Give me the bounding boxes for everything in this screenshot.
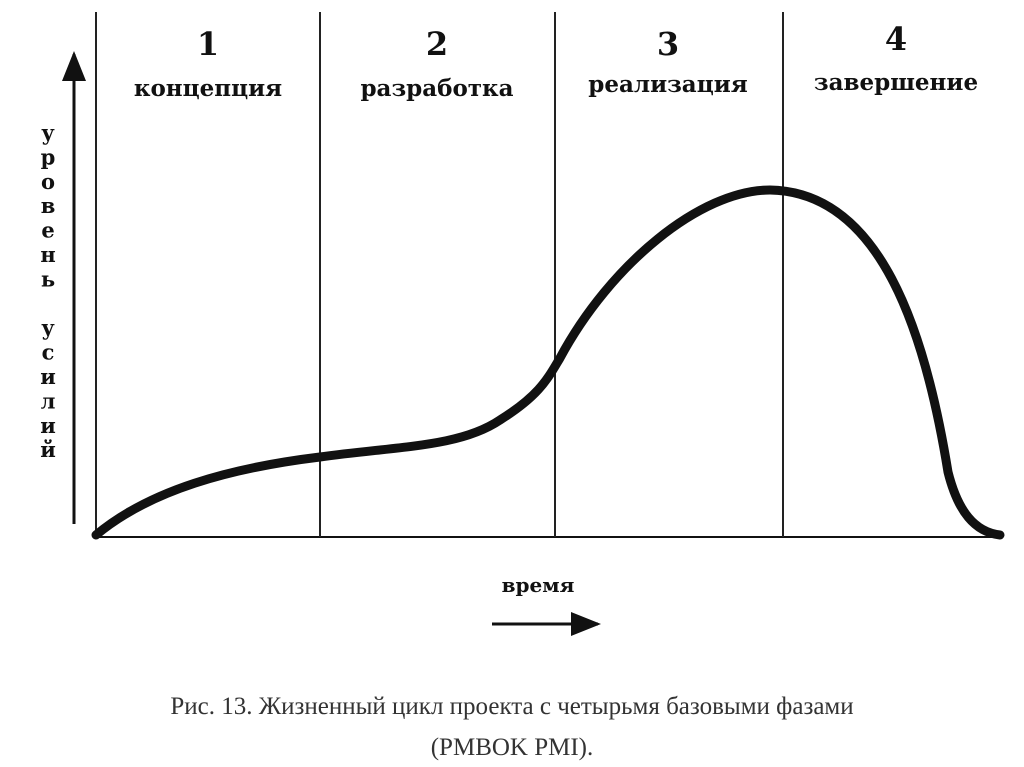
y-axis-label-letter: у	[41, 120, 55, 145]
phase-3-number: 3	[657, 25, 679, 63]
y-axis-label-letter: и	[40, 413, 56, 438]
figure-caption: Рис. 13. Жизненный цикл проекта с четырь…	[170, 693, 854, 720]
phase-3-name: реализация	[588, 71, 748, 98]
y-axis-label-letter: ь	[41, 266, 55, 291]
phase-1-name: концепция	[134, 75, 282, 102]
figure-caption-source: (PMBOK PMI).	[430, 734, 594, 761]
y-axis-label-letter: с	[42, 340, 55, 365]
y-axis-label-letter: в	[41, 193, 56, 218]
y-axis-label-letter: у	[41, 315, 55, 340]
phase-2-name: разработка	[360, 75, 513, 102]
x-axis-label: время	[502, 573, 575, 597]
lifecycle-diagram: 1 концепция 2 разработка 3 реализация 4 …	[40, 12, 1005, 636]
phase-4-name: завершение	[814, 69, 978, 96]
y-axis-label-letter: й	[40, 437, 56, 462]
phase-1-number: 1	[197, 25, 219, 63]
y-axis-label-letter: л	[41, 388, 56, 413]
y-axis-label-letter: о	[41, 169, 55, 194]
y-axis-label-letter: р	[41, 144, 56, 169]
phase-2-number: 2	[426, 25, 448, 63]
y-axis-label-letter: н	[40, 242, 55, 267]
phase-4-number: 4	[885, 20, 907, 58]
y-axis-label-letter: е	[41, 218, 54, 243]
effort-curve	[91, 185, 1005, 540]
y-axis-label-letter: и	[40, 364, 56, 389]
